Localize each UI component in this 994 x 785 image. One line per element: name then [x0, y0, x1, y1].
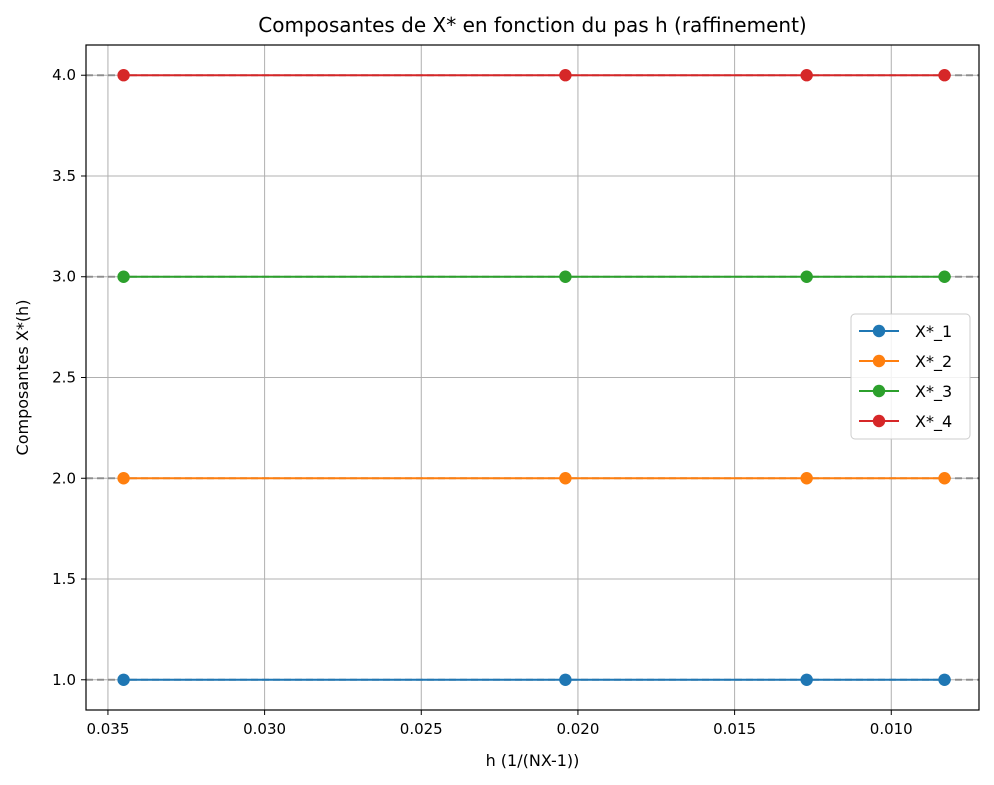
x-tick-label: 0.035 [86, 720, 129, 738]
legend-marker [872, 354, 886, 368]
legend-box [850, 313, 971, 440]
y-axis: 1.0 1.5 2.0 2.5 3.0 3.5 4.0 [52, 66, 86, 689]
series-X*_1 [117, 673, 951, 686]
y-tick-label: 1.5 [52, 570, 76, 588]
y-tick-label: 4.0 [52, 66, 76, 84]
series-X*_2 [117, 472, 951, 485]
data-point [800, 69, 813, 82]
data-point [559, 472, 572, 485]
data-point [559, 69, 572, 82]
data-point [559, 270, 572, 283]
series-X*_4 [117, 69, 951, 82]
legend-label: X*_3 [915, 382, 952, 402]
legend-label: X*_4 [915, 412, 952, 432]
y-tick-label: 3.5 [52, 167, 76, 185]
legend-item: X*_1 [859, 322, 952, 342]
series-group [117, 69, 951, 686]
x-tick-label: 0.030 [243, 720, 286, 738]
data-point [938, 673, 951, 686]
data-point [117, 673, 130, 686]
data-point [800, 673, 813, 686]
data-point [938, 69, 951, 82]
legend-marker [872, 324, 886, 338]
y-tick-label: 1.0 [52, 671, 76, 689]
data-point [117, 472, 130, 485]
data-point [800, 270, 813, 283]
legend-label: X*_1 [915, 322, 952, 342]
x-tick-label: 0.015 [713, 720, 756, 738]
x-axis: 0.035 0.030 0.025 0.020 0.015 0.010 [86, 710, 913, 738]
y-tick-label: 2.5 [52, 369, 76, 387]
chart-title: Composantes de X* en fonction du pas h (… [258, 13, 806, 37]
legend-item: X*_2 [859, 352, 952, 372]
data-point [117, 270, 130, 283]
x-tick-label: 0.025 [400, 720, 443, 738]
y-tick-label: 3.0 [52, 268, 76, 286]
legend-marker [872, 414, 886, 428]
legend-marker [872, 384, 886, 398]
data-point [117, 69, 130, 82]
data-point [938, 270, 951, 283]
y-tick-label: 2.0 [52, 469, 76, 487]
y-axis-label: Composantes X*(h) [13, 300, 32, 456]
legend: X*_1 X*_2 X*_3 X*_4 [850, 313, 971, 440]
x-tick-label: 0.020 [556, 720, 599, 738]
data-point [938, 472, 951, 485]
legend-label: X*_2 [915, 352, 952, 372]
legend-item: X*_4 [859, 412, 952, 432]
data-point [800, 472, 813, 485]
legend-item: X*_3 [859, 382, 952, 402]
data-point [559, 673, 572, 686]
x-axis-label: h (1/(NX-1)) [486, 751, 580, 770]
x-tick-label: 0.010 [870, 720, 913, 738]
series-X*_3 [117, 270, 951, 283]
